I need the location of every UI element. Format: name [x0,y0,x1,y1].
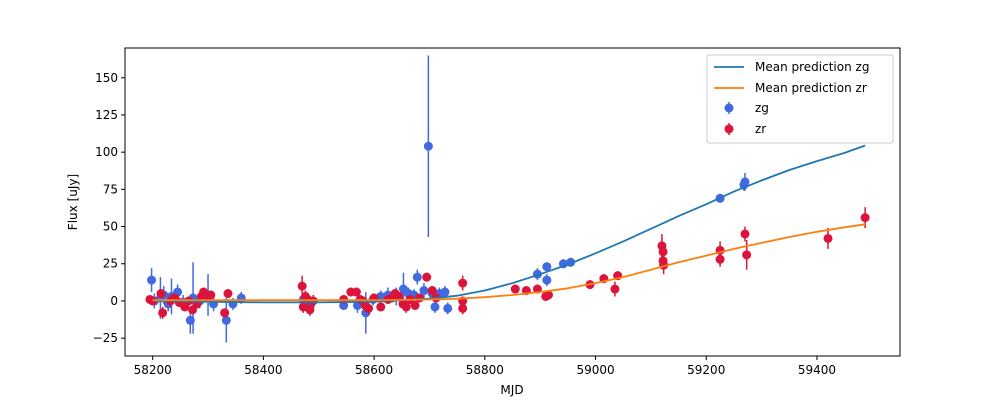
x-tick-label: 58400 [244,363,282,377]
data-point-zr [394,291,404,301]
data-point-zr [206,290,216,300]
data-point-zr [410,300,420,310]
data-point-zr [351,287,361,297]
data-point-zr [715,254,725,264]
y-tick-label: 75 [103,182,118,196]
data-point-zg [147,275,157,285]
line-mean-prediction-zg [152,144,866,304]
data-point-zr [610,284,620,294]
data-point-zg [221,315,231,325]
data-point-zg [542,262,552,272]
data-point-zg [412,272,422,282]
y-tick-label: 150 [95,71,118,85]
data-point-zr [860,213,870,223]
data-point-zr [740,229,750,239]
legend-marker-zr [724,124,734,134]
x-axis-label: MJD [500,383,523,397]
legend-marker-zg [724,103,734,113]
legend-label-zr-prediction: Mean prediction zr [755,81,867,95]
data-point-zr [427,286,437,296]
legend-label-zr: zr [755,122,766,136]
data-point-zr [305,305,315,315]
x-tick-label: 58600 [355,363,393,377]
data-point-zr [148,296,158,306]
y-tick-label: 100 [95,145,118,159]
legend-label-zg: zg [755,101,769,115]
x-tick-label: 59000 [576,363,614,377]
legend: Mean prediction zg Mean prediction zr zg… [706,54,894,144]
legend-frame [706,54,894,144]
data-point-zr [823,233,833,243]
data-point-zr [401,302,411,312]
data-point-zr [742,250,752,260]
data-point-zg [419,286,429,296]
data-point-zg [423,141,433,151]
data-point-zr [658,247,668,257]
legend-label-zg-prediction: Mean prediction zg [755,60,869,74]
data-point-zr [422,272,432,282]
plot-frame [124,47,901,357]
x-tick-label: 59400 [798,363,836,377]
x-tick-label: 58200 [134,363,172,377]
data-point-zr [458,278,468,288]
data-point-zg [740,177,750,187]
data-point-zg [430,302,440,312]
data-point-zr [223,289,233,299]
y-tick-label: 125 [95,108,118,122]
data-point-zg [440,287,450,297]
y-tick-label: −25 [93,331,118,345]
data-point-zr [158,308,168,318]
x-axis: 58200 58400 58600 58800 59000 59200 59400 [134,356,836,377]
data-point-zr [543,290,553,300]
data-point-zg [542,275,552,285]
data-point-zg [236,293,246,303]
x-tick-label: 59200 [687,363,725,377]
y-tick-label: 50 [103,220,118,234]
data-point-zr [220,308,230,318]
y-tick-label: 0 [110,294,118,308]
data-point-zr [415,293,424,303]
data-point-zr [156,289,166,299]
plot-series-layer [145,55,870,343]
data-point-zr [364,303,374,313]
y-axis: −25 0 25 50 75 100 125 150 [93,71,125,345]
data-point-zr [376,302,386,312]
line-mean-prediction-zr [152,223,866,302]
data-point-zr [297,281,307,291]
data-point-zr [458,303,468,313]
y-axis-label: Flux [uJy] [66,174,80,230]
x-tick-label: 58800 [466,363,504,377]
data-point-zg [443,303,453,313]
data-point-zr [510,284,520,294]
y-tick-label: 25 [103,257,118,271]
